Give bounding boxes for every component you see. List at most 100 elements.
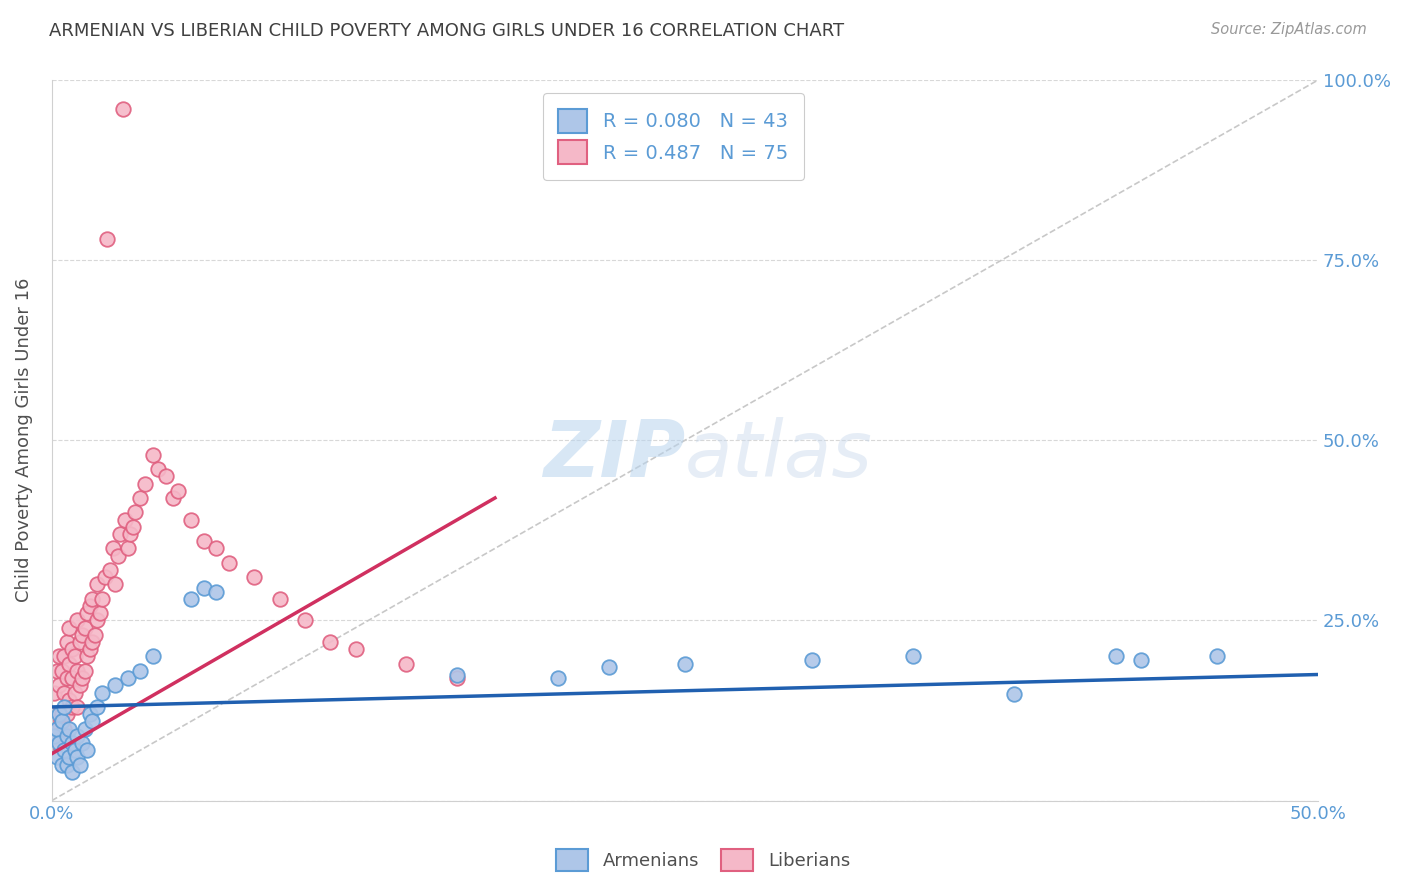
Text: ARMENIAN VS LIBERIAN CHILD POVERTY AMONG GIRLS UNDER 16 CORRELATION CHART: ARMENIAN VS LIBERIAN CHILD POVERTY AMONG… xyxy=(49,22,845,40)
Point xyxy=(56,671,79,685)
Point xyxy=(51,707,73,722)
Point xyxy=(205,584,228,599)
Point xyxy=(63,743,86,757)
Point xyxy=(48,707,70,722)
Point xyxy=(108,527,131,541)
Point xyxy=(83,628,105,642)
Point xyxy=(73,722,96,736)
Point xyxy=(162,491,184,505)
Point xyxy=(96,231,118,245)
Point xyxy=(56,635,79,649)
Point xyxy=(53,722,76,736)
Point xyxy=(58,692,80,706)
Point xyxy=(60,671,83,685)
Point xyxy=(73,664,96,678)
Point xyxy=(155,469,177,483)
Point xyxy=(107,549,129,563)
Point xyxy=(134,476,156,491)
Point xyxy=(94,570,117,584)
Point xyxy=(104,577,127,591)
Point xyxy=(56,707,79,722)
Point xyxy=(446,667,468,681)
Point xyxy=(294,614,316,628)
Point xyxy=(86,700,108,714)
Legend: R = 0.080   N = 43, R = 0.487   N = 75: R = 0.080 N = 43, R = 0.487 N = 75 xyxy=(543,94,804,179)
Point xyxy=(56,757,79,772)
Point xyxy=(82,591,104,606)
Point xyxy=(101,541,124,556)
Point xyxy=(66,750,89,764)
Point xyxy=(48,736,70,750)
Point xyxy=(1104,649,1126,664)
Point xyxy=(1129,653,1152,667)
Point xyxy=(60,700,83,714)
Point xyxy=(70,628,93,642)
Point xyxy=(120,527,142,541)
Point xyxy=(91,685,114,699)
Point xyxy=(58,657,80,671)
Point xyxy=(48,722,70,736)
Point xyxy=(180,512,202,526)
Point xyxy=(79,642,101,657)
Text: Source: ZipAtlas.com: Source: ZipAtlas.com xyxy=(1211,22,1367,37)
Point xyxy=(60,764,83,779)
Point xyxy=(51,664,73,678)
Point xyxy=(69,635,91,649)
Point xyxy=(129,491,152,505)
Point xyxy=(243,570,266,584)
Point xyxy=(1002,687,1025,701)
Point xyxy=(91,591,114,606)
Point xyxy=(319,635,342,649)
Point xyxy=(218,556,240,570)
Point xyxy=(117,541,139,556)
Point xyxy=(45,664,67,678)
Point xyxy=(82,714,104,729)
Point xyxy=(269,591,291,606)
Point xyxy=(51,757,73,772)
Point xyxy=(45,707,67,722)
Point xyxy=(66,729,89,743)
Point xyxy=(44,685,66,699)
Point xyxy=(146,462,169,476)
Point xyxy=(124,505,146,519)
Point xyxy=(395,657,418,671)
Point xyxy=(63,685,86,699)
Point xyxy=(142,649,165,664)
Point xyxy=(58,722,80,736)
Point xyxy=(673,657,696,671)
Point xyxy=(129,664,152,678)
Point xyxy=(98,563,121,577)
Point xyxy=(45,750,67,764)
Point xyxy=(60,736,83,750)
Point xyxy=(58,750,80,764)
Point xyxy=(76,607,98,621)
Point xyxy=(167,483,190,498)
Point xyxy=(53,700,76,714)
Point xyxy=(598,660,620,674)
Point xyxy=(69,678,91,692)
Point xyxy=(79,599,101,613)
Point xyxy=(76,649,98,664)
Point xyxy=(111,102,134,116)
Point xyxy=(547,671,569,685)
Point xyxy=(193,534,215,549)
Text: ZIP: ZIP xyxy=(543,417,685,492)
Point xyxy=(205,541,228,556)
Point xyxy=(180,591,202,606)
Point xyxy=(114,512,136,526)
Point xyxy=(76,743,98,757)
Point xyxy=(48,678,70,692)
Text: atlas: atlas xyxy=(685,417,873,492)
Point xyxy=(344,642,367,657)
Point xyxy=(70,736,93,750)
Point xyxy=(66,664,89,678)
Point xyxy=(53,743,76,757)
Point xyxy=(82,635,104,649)
Point xyxy=(44,722,66,736)
Point xyxy=(60,642,83,657)
Point xyxy=(142,448,165,462)
Point xyxy=(44,729,66,743)
Point xyxy=(53,685,76,699)
Point xyxy=(69,757,91,772)
Point xyxy=(121,520,143,534)
